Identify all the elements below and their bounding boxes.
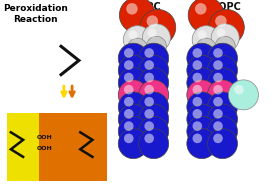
Ellipse shape [123,26,151,54]
Ellipse shape [228,80,258,110]
Ellipse shape [193,73,202,82]
Ellipse shape [234,85,244,94]
Ellipse shape [144,60,154,70]
Ellipse shape [143,24,170,52]
Ellipse shape [119,0,155,33]
Ellipse shape [124,97,134,107]
Ellipse shape [213,85,223,94]
Ellipse shape [140,9,176,45]
Ellipse shape [193,121,202,131]
Ellipse shape [139,55,169,85]
Ellipse shape [118,43,148,73]
Ellipse shape [144,73,154,82]
Ellipse shape [196,38,216,58]
Ellipse shape [213,60,223,70]
Bar [39,113,107,181]
Ellipse shape [208,68,237,98]
Ellipse shape [124,109,134,119]
Ellipse shape [139,104,169,134]
Ellipse shape [118,104,148,134]
Bar [7,113,64,181]
Ellipse shape [215,36,235,56]
Ellipse shape [193,97,202,107]
Ellipse shape [208,104,237,134]
Ellipse shape [139,68,169,98]
Ellipse shape [193,85,202,94]
Ellipse shape [118,129,148,159]
Ellipse shape [139,43,169,73]
Ellipse shape [208,9,244,45]
Text: HP-POPC: HP-POPC [192,2,241,12]
Ellipse shape [118,116,148,146]
Ellipse shape [124,121,134,131]
Ellipse shape [213,48,223,58]
Ellipse shape [208,55,237,85]
Ellipse shape [213,121,223,131]
Ellipse shape [148,28,157,37]
Ellipse shape [197,30,206,39]
Ellipse shape [139,92,169,122]
Ellipse shape [118,55,148,85]
Ellipse shape [208,92,237,122]
Ellipse shape [124,73,134,82]
Ellipse shape [187,129,217,159]
Ellipse shape [187,43,217,73]
Text: OOH: OOH [37,135,52,139]
Ellipse shape [144,85,154,94]
Ellipse shape [124,85,134,94]
Ellipse shape [187,55,217,85]
Ellipse shape [118,92,148,122]
Ellipse shape [147,15,158,27]
Ellipse shape [215,15,227,27]
Ellipse shape [144,121,154,131]
Ellipse shape [193,60,202,70]
Ellipse shape [146,36,166,56]
Ellipse shape [118,68,148,98]
Text: Peroxidation
Reaction: Peroxidation Reaction [3,4,68,24]
Ellipse shape [192,26,220,54]
Ellipse shape [124,134,134,143]
Ellipse shape [124,60,134,70]
Ellipse shape [193,134,202,143]
Ellipse shape [213,109,223,119]
Ellipse shape [139,129,169,159]
Ellipse shape [126,3,138,15]
Ellipse shape [129,30,138,39]
Text: POPC: POPC [131,2,160,12]
Ellipse shape [188,0,224,33]
Ellipse shape [208,116,237,146]
Ellipse shape [118,80,148,110]
Ellipse shape [187,104,217,134]
Ellipse shape [208,80,237,110]
Ellipse shape [124,48,134,58]
Ellipse shape [144,97,154,107]
Ellipse shape [187,116,217,146]
Ellipse shape [217,28,225,37]
Ellipse shape [187,68,217,98]
Ellipse shape [208,43,237,73]
Ellipse shape [187,80,217,110]
Ellipse shape [144,109,154,119]
Ellipse shape [213,134,223,143]
Ellipse shape [187,92,217,122]
Ellipse shape [213,73,223,82]
Ellipse shape [195,3,206,15]
Ellipse shape [139,80,169,110]
Ellipse shape [208,129,237,159]
Ellipse shape [193,48,202,58]
Text: OOH: OOH [37,146,52,151]
Ellipse shape [139,116,169,146]
Ellipse shape [193,109,202,119]
Ellipse shape [144,48,154,58]
Ellipse shape [127,38,147,58]
Ellipse shape [144,134,154,143]
Ellipse shape [213,97,223,107]
Ellipse shape [211,24,239,52]
